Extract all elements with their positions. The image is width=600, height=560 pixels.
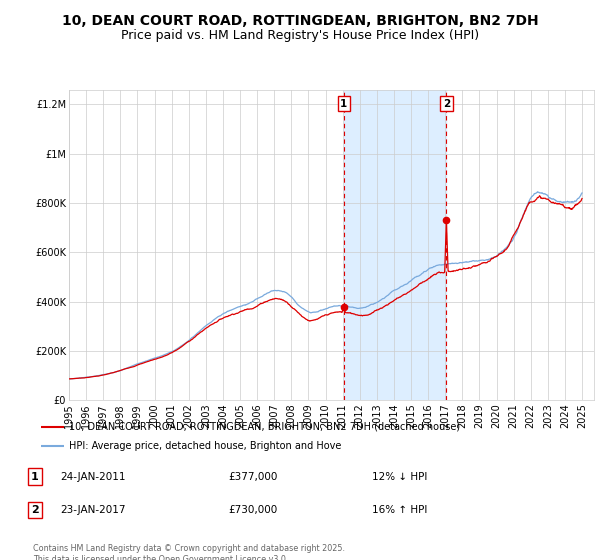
Text: 10, DEAN COURT ROAD, ROTTINGDEAN, BRIGHTON, BN2 7DH (detached house): 10, DEAN COURT ROAD, ROTTINGDEAN, BRIGHT… — [69, 422, 460, 432]
Text: 1: 1 — [31, 472, 38, 482]
Text: 10, DEAN COURT ROAD, ROTTINGDEAN, BRIGHTON, BN2 7DH: 10, DEAN COURT ROAD, ROTTINGDEAN, BRIGHT… — [62, 14, 538, 28]
Text: 2: 2 — [443, 99, 450, 109]
Text: Contains HM Land Registry data © Crown copyright and database right 2025.
This d: Contains HM Land Registry data © Crown c… — [33, 544, 345, 560]
Text: 24-JAN-2011: 24-JAN-2011 — [60, 472, 125, 482]
Bar — [344, 90, 446, 400]
Text: £730,000: £730,000 — [228, 505, 277, 515]
Text: Price paid vs. HM Land Registry's House Price Index (HPI): Price paid vs. HM Land Registry's House … — [121, 29, 479, 42]
Text: 2: 2 — [31, 505, 38, 515]
Text: HPI: Average price, detached house, Brighton and Hove: HPI: Average price, detached house, Brig… — [69, 441, 341, 450]
Text: 23-JAN-2017: 23-JAN-2017 — [60, 505, 125, 515]
Text: £377,000: £377,000 — [228, 472, 277, 482]
Text: 16% ↑ HPI: 16% ↑ HPI — [372, 505, 427, 515]
Text: 12% ↓ HPI: 12% ↓ HPI — [372, 472, 427, 482]
Text: 1: 1 — [340, 99, 347, 109]
